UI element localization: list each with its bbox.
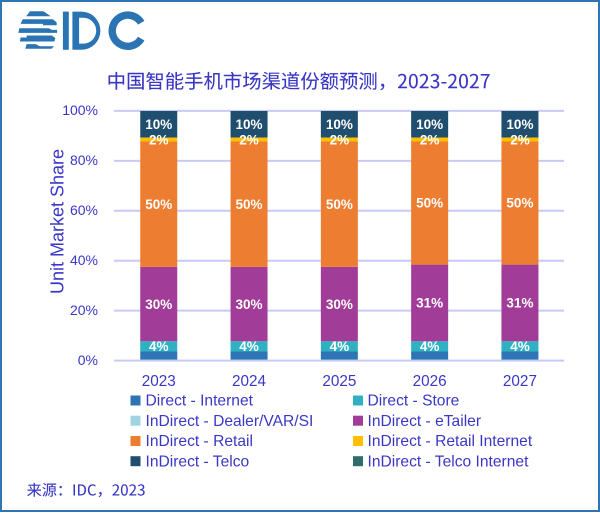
svg-text:20%: 20% <box>70 302 98 318</box>
svg-text:31%: 31% <box>416 296 443 311</box>
svg-text:50%: 50% <box>506 196 533 211</box>
svg-text:InDirect - Dealer/VAR/SI: InDirect - Dealer/VAR/SI <box>146 413 314 430</box>
svg-text:2%: 2% <box>239 133 259 148</box>
svg-text:Direct - Internet: Direct - Internet <box>146 393 254 410</box>
svg-text:4%: 4% <box>510 339 530 354</box>
svg-text:2026: 2026 <box>413 373 447 390</box>
svg-text:InDirect - Telco: InDirect - Telco <box>146 453 250 470</box>
svg-text:40%: 40% <box>70 252 98 268</box>
svg-text:4%: 4% <box>149 339 169 354</box>
svg-text:50%: 50% <box>326 197 353 212</box>
svg-text:30%: 30% <box>145 297 172 312</box>
svg-text:60%: 60% <box>70 202 98 218</box>
svg-text:2%: 2% <box>510 133 530 148</box>
svg-text:2025: 2025 <box>322 373 356 390</box>
svg-text:80%: 80% <box>70 152 98 168</box>
svg-text:30%: 30% <box>326 297 353 312</box>
svg-text:50%: 50% <box>236 197 263 212</box>
svg-text:InDirect - eTailer: InDirect - eTailer <box>368 413 482 430</box>
svg-text:4%: 4% <box>330 339 350 354</box>
svg-text:2024: 2024 <box>232 373 267 390</box>
svg-text:2%: 2% <box>420 133 440 148</box>
svg-text:10%: 10% <box>506 117 533 132</box>
svg-text:InDirect - Retail Internet: InDirect - Retail Internet <box>368 433 533 450</box>
svg-text:2%: 2% <box>149 133 169 148</box>
svg-text:2027: 2027 <box>503 373 537 390</box>
svg-text:10%: 10% <box>145 117 172 132</box>
svg-text:4%: 4% <box>420 339 440 354</box>
svg-text:50%: 50% <box>145 197 172 212</box>
svg-text:Direct - Store: Direct - Store <box>368 393 460 410</box>
svg-text:4%: 4% <box>239 339 259 354</box>
svg-text:100%: 100% <box>62 102 98 118</box>
svg-text:InDirect - Retail: InDirect - Retail <box>146 433 253 450</box>
svg-text:2023: 2023 <box>142 373 176 390</box>
svg-text:Unit Market Share: Unit Market Share <box>47 149 67 294</box>
svg-text:50%: 50% <box>416 196 443 211</box>
svg-text:10%: 10% <box>416 117 443 132</box>
svg-text:InDirect - Telco Internet: InDirect - Telco Internet <box>368 453 530 470</box>
svg-text:30%: 30% <box>236 297 263 312</box>
svg-text:10%: 10% <box>326 117 353 132</box>
svg-text:31%: 31% <box>506 296 533 311</box>
svg-text:2%: 2% <box>330 133 350 148</box>
svg-text:10%: 10% <box>236 117 263 132</box>
svg-text:0%: 0% <box>78 352 98 368</box>
